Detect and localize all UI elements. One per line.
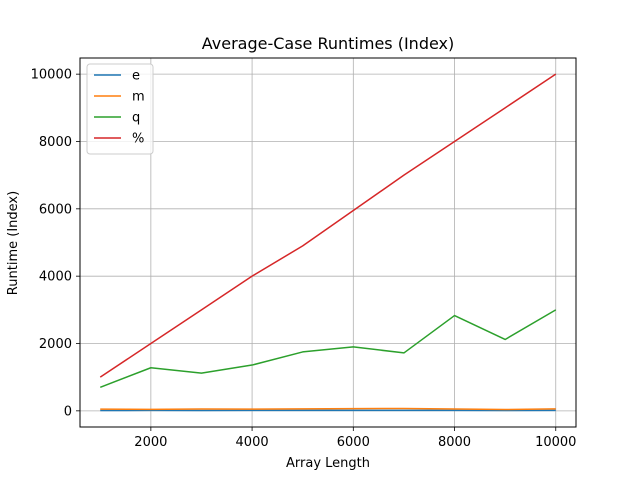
y-tick-label: 2000 [39, 337, 72, 352]
grid-lines [80, 58, 576, 427]
x-tick-label: 8000 [438, 435, 471, 450]
series-line-2 [100, 407, 556, 411]
x-tick-label: 2000 [134, 435, 167, 450]
chart-title: Average-Case Runtimes (Index) [202, 34, 455, 53]
x-tick-label: 6000 [337, 435, 370, 450]
legend-label: % [132, 132, 144, 147]
legend-label: e [132, 69, 140, 84]
y-axis-label: Runtime (Index) [6, 191, 21, 295]
x-tick-label: 4000 [236, 435, 269, 450]
y-tick-label: 8000 [39, 135, 72, 150]
plot-frame [79, 57, 577, 428]
y-tick-label: 4000 [39, 270, 72, 285]
y-tick-label: 10000 [31, 68, 72, 83]
legend-box [86, 63, 154, 155]
series-lines [99, 73, 557, 412]
x-tick-label: 10000 [535, 435, 576, 450]
legend: emq% [86, 63, 154, 155]
y-tick-label: 0 [64, 404, 72, 419]
x-axis-label: Array Length [286, 456, 370, 471]
legend-label: q [132, 111, 140, 126]
legend-label: m [132, 90, 145, 105]
y-tick-label: 6000 [39, 202, 72, 217]
axis-ticks: 2000 4000 6000 8000 10000 0 2000 4000 6000 8000 10… [31, 68, 577, 450]
series-line-4 [99, 73, 557, 378]
series-line-3 [99, 309, 557, 388]
